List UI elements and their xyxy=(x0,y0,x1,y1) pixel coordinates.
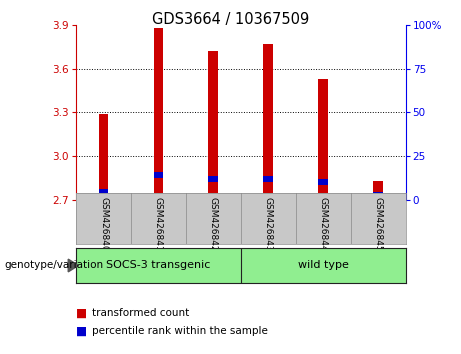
Text: GSM426842: GSM426842 xyxy=(209,197,218,252)
Bar xyxy=(154,172,163,178)
Text: genotype/variation: genotype/variation xyxy=(5,261,104,270)
Bar xyxy=(319,179,328,185)
Text: GDS3664 / 10367509: GDS3664 / 10367509 xyxy=(152,12,309,27)
Text: ■: ■ xyxy=(76,307,87,320)
Bar xyxy=(99,114,108,200)
Text: SOCS-3 transgenic: SOCS-3 transgenic xyxy=(106,261,211,270)
Bar xyxy=(154,28,163,200)
Bar xyxy=(373,192,383,198)
Text: transformed count: transformed count xyxy=(92,308,189,318)
Bar xyxy=(99,189,108,195)
Text: ■: ■ xyxy=(76,325,87,337)
Bar xyxy=(319,79,328,200)
Text: GSM426840: GSM426840 xyxy=(99,197,108,252)
Bar xyxy=(373,181,383,200)
Text: GSM426841: GSM426841 xyxy=(154,197,163,252)
Text: GSM426843: GSM426843 xyxy=(264,197,273,252)
Text: GSM426844: GSM426844 xyxy=(319,197,328,252)
Bar xyxy=(263,44,273,200)
Bar xyxy=(208,176,219,182)
Bar xyxy=(208,51,219,200)
Text: percentile rank within the sample: percentile rank within the sample xyxy=(92,326,268,336)
Bar xyxy=(263,176,273,182)
Polygon shape xyxy=(68,259,78,272)
Text: wild type: wild type xyxy=(298,261,349,270)
Text: GSM426845: GSM426845 xyxy=(374,197,383,252)
